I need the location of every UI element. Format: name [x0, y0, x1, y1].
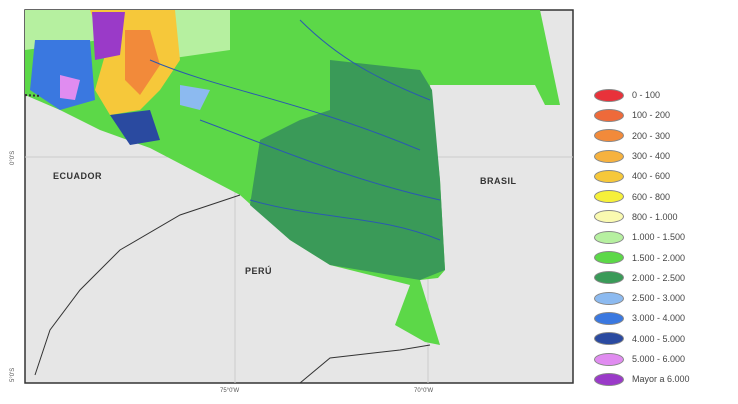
- label-ecuador: ECUADOR: [53, 171, 103, 181]
- legend-item: 2.500 - 3.000: [594, 288, 736, 308]
- legend-label: 300 - 400: [632, 151, 671, 162]
- tick-lat0: 0°0'S: [10, 150, 16, 165]
- legend-item: 800 - 1.000: [594, 207, 736, 227]
- legend-item: 3.000 - 4.000: [594, 308, 736, 328]
- legend-label: 1.000 - 1.500: [632, 232, 686, 243]
- legend-item: Mayor a 6.000: [594, 369, 736, 389]
- legend-swatch: [594, 190, 624, 204]
- label-peru: PERÚ: [245, 266, 273, 276]
- legend-swatch: [594, 352, 624, 366]
- legend-swatch: [594, 251, 624, 265]
- legend-item: 300 - 400: [594, 146, 736, 166]
- tick-lat5: 5°0'S: [10, 367, 16, 382]
- legend-item: 4.000 - 5.000: [594, 329, 736, 349]
- legend-swatch: [594, 108, 624, 122]
- region-blue-south: [110, 110, 160, 145]
- rivers: [149, 19, 441, 241]
- legend-label: 1.500 - 2.000: [632, 252, 686, 263]
- tick-lon70: 70°0'W: [414, 388, 434, 394]
- legend-item: 1.000 - 1.500: [594, 227, 736, 247]
- legend-swatch: [594, 230, 624, 244]
- legend-swatch: [594, 311, 624, 325]
- legend-label: 100 - 200: [632, 110, 671, 121]
- legend-swatch: [594, 291, 624, 305]
- borders: [24, 94, 431, 384]
- region-pink: [60, 75, 80, 100]
- legend-item: 0 - 100: [594, 85, 736, 105]
- legend-label: 2.500 - 3.000: [632, 293, 686, 304]
- legend-item: 400 - 600: [594, 166, 736, 186]
- legend-label: 200 - 300: [632, 130, 671, 141]
- region-dark-green: [250, 60, 445, 280]
- legend-label: 800 - 1.000: [632, 211, 678, 222]
- legend-item: 1.500 - 2.000: [594, 247, 736, 267]
- legend-item: 100 - 200: [594, 105, 736, 125]
- legend-label: 400 - 600: [632, 171, 671, 182]
- legend-swatch: [594, 210, 624, 224]
- region-blue: [30, 40, 95, 110]
- tick-lon75: 75°0'W: [220, 388, 240, 394]
- legend-swatch: [594, 271, 624, 285]
- legend-label: 4.000 - 5.000: [632, 333, 686, 344]
- legend-swatch: [594, 169, 624, 183]
- legend-swatch: [594, 149, 624, 163]
- legend-label: 0 - 100: [632, 90, 661, 101]
- legend-label: Mayor a 6.000: [632, 374, 690, 385]
- legend-label: 5.000 - 6.000: [632, 354, 686, 364]
- label-brasil: BRASIL: [480, 176, 517, 186]
- region-light-blue: [180, 85, 210, 110]
- legend: 0 - 100 100 - 200 200 - 300 300 - 400 400 - …: [594, 85, 736, 390]
- legend-item: 600 - 800: [594, 186, 736, 206]
- legend-swatch: [594, 129, 624, 143]
- legend-item: 2.000 - 2.500: [594, 268, 736, 288]
- legend-label: 2.000 - 2.500: [632, 272, 686, 283]
- legend-swatch: [594, 332, 624, 346]
- region-purple: [92, 12, 125, 60]
- legend-label: 600 - 800: [632, 191, 671, 202]
- legend-item: 200 - 300: [594, 126, 736, 146]
- legend-swatch: [594, 88, 624, 102]
- legend-item: 5.000 - 6.000: [594, 349, 736, 369]
- legend-label: 3.000 - 4.000: [632, 313, 686, 324]
- legend-swatch: [594, 372, 624, 386]
- region-orange: [125, 30, 160, 95]
